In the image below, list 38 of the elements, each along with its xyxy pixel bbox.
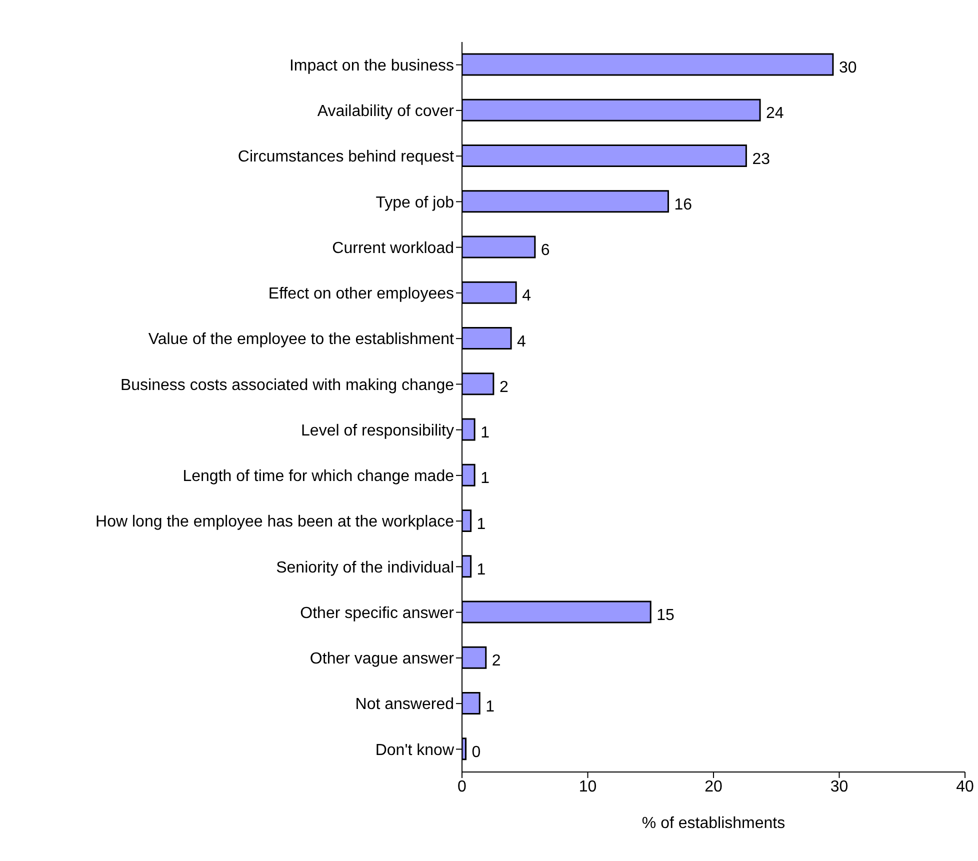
x-tick-label: 40 xyxy=(956,778,974,796)
data-label: 6 xyxy=(540,242,550,259)
x-tick-label: 0 xyxy=(458,778,467,796)
data-label: 1 xyxy=(486,698,495,716)
data-label: 23 xyxy=(752,150,770,168)
y-tick-label: Seniority of the individual xyxy=(276,559,454,576)
data-label: 16 xyxy=(674,196,692,214)
y-tick-label: Length of time for which change made xyxy=(182,468,454,486)
x-axis-title: % of establishments xyxy=(642,815,786,832)
y-tick-label: Level of responsibility xyxy=(301,422,454,440)
data-label: 30 xyxy=(838,60,857,76)
data-label: 1 xyxy=(480,424,490,442)
data-label: 0 xyxy=(472,744,481,761)
x-tick-label: 20 xyxy=(704,778,722,796)
data-label: 4 xyxy=(517,333,526,350)
y-tick-label: Other specific answer xyxy=(300,604,455,622)
y-tick-label: Business costs associated with making change xyxy=(120,376,454,394)
y-tick-label: Value of the employee to the establishment xyxy=(148,331,455,348)
data-label: 1 xyxy=(480,470,490,488)
y-tick-label: Effect on other employees xyxy=(268,286,454,303)
y-tick-label: Don't know xyxy=(375,742,454,759)
data-label: 4 xyxy=(522,288,532,305)
y-tick-label: Other vague answer xyxy=(310,650,455,668)
data-label: 1 xyxy=(476,561,486,578)
data-label: 15 xyxy=(656,607,675,624)
y-tick-label: Impact on the business xyxy=(289,57,454,74)
y-tick-label: Not answered xyxy=(355,696,454,714)
data-label: 24 xyxy=(766,105,784,122)
y-tick-label: How long the employee has been at the workplace xyxy=(96,514,454,531)
x-tick-label: 30 xyxy=(830,778,848,796)
y-tick-label: Current workload xyxy=(332,240,454,257)
data-label: 2 xyxy=(499,378,508,396)
data-label: 2 xyxy=(492,652,501,670)
data-label: 1 xyxy=(476,516,486,533)
x-tick-label: 10 xyxy=(578,778,597,796)
y-tick-label: Availability of cover xyxy=(317,103,455,120)
y-tick-label: Circumstances behind request xyxy=(238,148,455,166)
y-tick-label: Type of job xyxy=(376,194,454,212)
